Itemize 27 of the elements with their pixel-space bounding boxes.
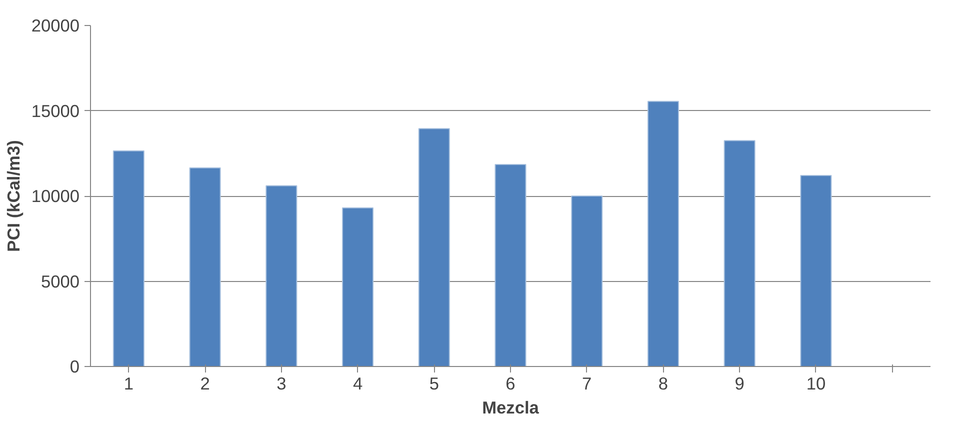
- x-tick-label: 3: [276, 374, 286, 394]
- bar: [342, 207, 374, 366]
- y-tick-label: 10000: [31, 186, 80, 206]
- x-tick-label: 2: [200, 374, 210, 394]
- bar: [647, 100, 679, 366]
- y-tick-label: 15000: [31, 100, 80, 121]
- bar: [494, 164, 526, 366]
- bar: [724, 140, 756, 366]
- y-axis-title: PCI (kCal/m3): [3, 140, 24, 252]
- x-tick-label: 6: [506, 374, 516, 394]
- x-tick-label: 5: [429, 374, 439, 394]
- x-tick-label: 9: [734, 374, 744, 394]
- bar: [418, 128, 450, 366]
- y-tick-label: 0: [70, 356, 80, 376]
- x-axis-title: Mezcla: [482, 398, 540, 418]
- bar: [189, 167, 221, 366]
- y-tick-label: 20000: [31, 16, 80, 36]
- bar: [800, 175, 832, 366]
- x-tick-label: 4: [352, 374, 363, 394]
- bar: [571, 196, 603, 366]
- bar: [112, 150, 144, 366]
- x-tick-label: 8: [658, 374, 668, 394]
- x-tick-label: 1: [124, 374, 134, 394]
- y-tick-label: 5000: [40, 271, 80, 292]
- x-tick-label: 7: [582, 374, 592, 394]
- bar: [266, 185, 298, 366]
- x-tick-label: 10: [806, 374, 826, 394]
